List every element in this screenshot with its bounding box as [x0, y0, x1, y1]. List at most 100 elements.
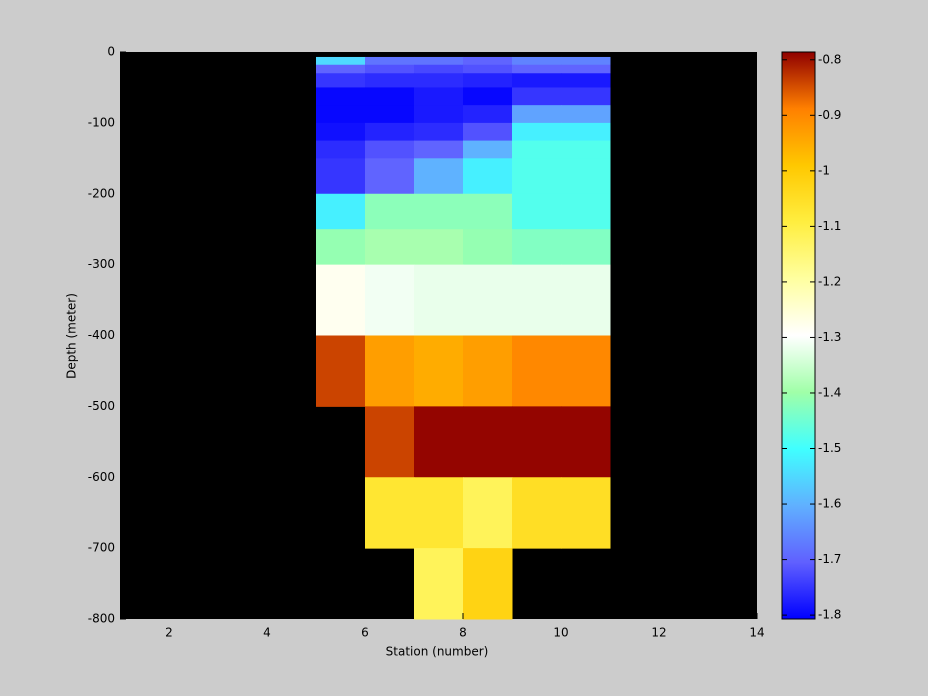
cell: [561, 56, 611, 66]
y-tick-label: -100: [88, 115, 115, 129]
cell: [561, 140, 611, 159]
cell: [512, 193, 562, 230]
cell: [561, 229, 611, 266]
cell: [365, 64, 415, 74]
y-axis-label: Depth (meter): [65, 293, 79, 379]
cell: [365, 73, 415, 88]
cell: [463, 64, 513, 74]
cell: [414, 264, 464, 336]
colorbar-tick-label: -1: [818, 163, 830, 177]
cell: [512, 406, 562, 478]
x-tick-label: 6: [361, 626, 369, 640]
y-tick-label: -700: [88, 541, 115, 555]
cell: [463, 87, 513, 106]
cell: [561, 264, 611, 336]
colorbar-tick-label: -0.9: [818, 108, 841, 122]
colorbar-tick-label: -1.3: [818, 330, 841, 344]
cell: [414, 73, 464, 88]
cell: [316, 64, 366, 74]
cell: [561, 335, 611, 407]
cell: [414, 406, 464, 478]
cell: [463, 335, 513, 407]
colorbar-tick-label: -1.7: [818, 552, 841, 566]
cell: [414, 193, 464, 230]
cell: [365, 122, 415, 142]
cell: [561, 406, 611, 478]
cell: [365, 335, 415, 407]
cell: [365, 140, 415, 159]
cell: [463, 140, 513, 159]
y-tick-label: -200: [88, 186, 115, 200]
cell: [561, 477, 611, 549]
cell: [463, 158, 513, 195]
cell: [463, 73, 513, 88]
cell: [414, 105, 464, 124]
cell: [414, 87, 464, 106]
cell: [414, 335, 464, 407]
cell: [365, 229, 415, 266]
cell: [512, 158, 562, 195]
cell: [414, 158, 464, 195]
x-tick-label: 2: [165, 626, 173, 640]
cell: [512, 87, 562, 106]
cell: [463, 105, 513, 124]
colorbar-tick-label: -1.8: [818, 608, 841, 622]
cell: [561, 105, 611, 124]
cell: [414, 56, 464, 66]
cell: [316, 229, 366, 266]
cell: [512, 73, 562, 88]
cell: [316, 140, 366, 159]
y-tick-label: -300: [88, 257, 115, 271]
cell: [316, 158, 366, 195]
cell: [365, 264, 415, 336]
cell: [512, 105, 562, 124]
cell: [512, 229, 562, 266]
cell: [512, 56, 562, 66]
colorbar: [781, 51, 816, 620]
y-tick-label: -600: [88, 470, 115, 484]
cell: [316, 193, 366, 230]
cell: [561, 73, 611, 88]
cell: [512, 64, 562, 74]
x-tick-label: 12: [651, 626, 666, 640]
cell: [316, 122, 366, 142]
cell: [561, 64, 611, 74]
cell: [512, 264, 562, 336]
cell: [463, 122, 513, 142]
cell: [316, 56, 366, 66]
cell: [561, 158, 611, 195]
cell: [463, 264, 513, 336]
cell: [512, 140, 562, 159]
cell: [463, 406, 513, 478]
cell: [414, 64, 464, 74]
x-tick-label: 14: [749, 626, 764, 640]
cell: [561, 193, 611, 230]
cell: [463, 548, 513, 620]
cell: [512, 122, 562, 142]
cell: [414, 140, 464, 159]
cell: [414, 122, 464, 142]
cell: [316, 87, 366, 106]
cell: [316, 105, 366, 124]
colorbar-tick-label: -1.2: [818, 274, 841, 288]
x-tick-label: 8: [459, 626, 467, 640]
cell: [365, 193, 415, 230]
cell: [561, 87, 611, 106]
x-tick-label: 4: [263, 626, 271, 640]
cell: [316, 264, 366, 336]
cell: [561, 122, 611, 142]
cell: [414, 477, 464, 549]
colorbar-tick-label: -1.1: [818, 219, 841, 233]
cell: [463, 56, 513, 66]
colorbar-tick-label: -1.6: [818, 497, 841, 511]
cell: [316, 73, 366, 88]
cell: [365, 87, 415, 106]
colorbar-tick-label: -0.8: [818, 52, 841, 66]
y-tick-label: -400: [88, 328, 115, 342]
cell: [365, 105, 415, 124]
x-tick-label: 10: [553, 626, 568, 640]
y-tick-label: -800: [88, 612, 115, 626]
cell: [463, 193, 513, 230]
